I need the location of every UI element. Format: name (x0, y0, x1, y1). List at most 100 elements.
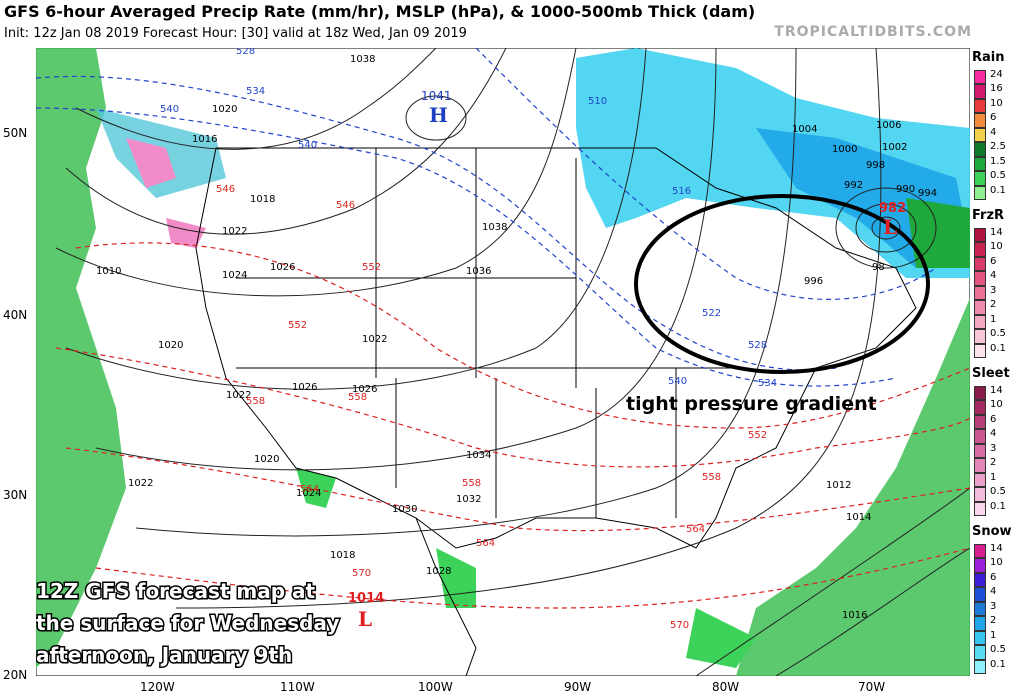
thickness-warm (55, 242, 971, 609)
lon-label: 110W (280, 680, 315, 694)
isobar-label: 1024 (222, 270, 247, 281)
legend-color-swatch (974, 300, 986, 315)
isobar-label: 996 (804, 276, 823, 287)
isobar-label: 1016 (192, 134, 217, 145)
thickness-label: 552 (748, 430, 767, 441)
legend-tick-label: 16 (990, 83, 1003, 95)
legend-color-swatch (974, 645, 986, 660)
legend-color-swatch (974, 171, 986, 186)
legend-tick-label: 1 (990, 313, 997, 325)
legend-color-swatch (974, 113, 986, 128)
legend-tick-label: 3 (990, 284, 997, 296)
isobar-label: 1006 (876, 120, 901, 131)
legend-color-swatch (974, 544, 986, 559)
isobar-label: 1022 (362, 334, 387, 345)
legend-color-swatch (974, 501, 986, 516)
legend-color-swatch (974, 98, 986, 114)
low-pressure-value: 982 (879, 201, 906, 216)
thickness-label: 546 (216, 184, 235, 195)
thickness-label: 540 (160, 104, 179, 115)
isobar-label: 1002 (882, 142, 907, 153)
legend-tick-label: 14 (990, 543, 1003, 554)
isobars (55, 47, 971, 677)
legend-color-swatch (974, 70, 986, 85)
legend-tick-label: 1 (990, 471, 997, 483)
lon-label: 100W (418, 680, 453, 694)
legend-color-swatch (974, 414, 986, 430)
legend-color-swatch (974, 443, 986, 459)
legend-tick-label: 14 (990, 385, 1003, 396)
thickness-label: 552 (288, 320, 307, 331)
legend-color-swatch (974, 329, 986, 344)
legend-tick-label: 10 (990, 97, 1003, 109)
thickness-label: 564 (476, 538, 495, 549)
legend-tick-label: 3 (990, 600, 997, 612)
map-subtitle: Init: 12z Jan 08 2019 Forecast Hour: [30… (4, 26, 467, 41)
thickness-label: 510 (588, 96, 607, 107)
lon-label: 120W (140, 680, 175, 694)
high-pressure-value: 1041 (421, 89, 452, 103)
legend-tick-label: 0.5 (990, 328, 1006, 340)
low-pressure-symbol: L (883, 215, 897, 239)
legend-tick-label: 6 (990, 112, 997, 124)
legend-tick-label: 0.5 (990, 170, 1006, 182)
isobar-label: 1038 (482, 222, 507, 233)
isobar-label: 1010 (96, 266, 121, 277)
caption-line: the surface for Wednesday (36, 611, 339, 635)
isobar-label: 1038 (350, 54, 375, 65)
legend-color-swatch (974, 185, 986, 200)
isobar-label: 98 (872, 262, 885, 273)
map-canvas: 1041 H 982 L 1014 L 1038 1038 1036 1034 … (35, 46, 971, 677)
caption-line: afternoon, January 9th (36, 643, 292, 667)
precip-legend: Rain 24 16 10 6 4 2.5 1.5 0.5 0.1 FrzR 14 10 6 4 3 2 1 0.5… (972, 48, 1024, 678)
legend-color-swatch (974, 572, 986, 588)
legend-color-swatch (974, 630, 986, 646)
thickness-label: 546 (336, 200, 355, 211)
thickness-label: 558 (462, 478, 481, 489)
low-pressure-symbol: L (358, 607, 372, 631)
legend-tick-label: 0.5 (990, 644, 1006, 656)
legend-tick-label: 24 (990, 69, 1003, 80)
legend-tick-label: 4 (990, 428, 997, 440)
legend-color-swatch (974, 242, 986, 257)
isobar-label: 1020 (254, 454, 279, 465)
legend-color-swatch (974, 659, 986, 674)
isobar-label: 1000 (832, 144, 857, 155)
thickness-label: 552 (362, 262, 381, 273)
isobar-label: 1012 (826, 480, 851, 491)
legend-color-swatch (974, 343, 986, 358)
legend-color-swatch (974, 616, 986, 631)
isobar-label: 1026 (352, 384, 377, 395)
thickness-label: 570 (352, 568, 371, 579)
thickness-label: 570 (670, 620, 689, 631)
legend-color-swatch (974, 127, 986, 143)
legend-tick-label: 6 (990, 413, 997, 425)
legend-color-swatch (974, 400, 986, 415)
thickness-label: 558 (348, 392, 367, 403)
pressure-centers: 1041 H 982 L 1014 L (348, 89, 906, 631)
legend-color-swatch (974, 228, 986, 243)
isobar-label: 990 (896, 184, 915, 195)
isobar-label: 1022 (226, 390, 251, 401)
thickness-cold (35, 47, 937, 387)
lon-label: 70W (858, 680, 886, 694)
isobar-label: 1024 (296, 488, 321, 499)
lon-label: 90W (564, 680, 592, 694)
thickness-label: 516 (672, 186, 691, 197)
isobar-label: 1004 (792, 124, 817, 135)
weather-map: 1041 H 982 L 1014 L 1038 1038 1036 1034 … (35, 46, 971, 677)
legend-tick-label: 6 (990, 255, 997, 267)
legend-color-swatch (974, 271, 986, 286)
legend-tick-label: 3 (990, 442, 997, 454)
brand-watermark: TROPICALTIDBITS.COM (774, 24, 972, 40)
lat-label: 30N (3, 488, 28, 502)
legend-tick-label: 14 (990, 227, 1003, 238)
annotation-text: tight pressure gradient (626, 393, 877, 415)
legend-color-swatch (974, 84, 986, 99)
legend-tick-label: 0.1 (990, 342, 1006, 354)
isobar-label: 1032 (456, 494, 481, 505)
legend-color-swatch (974, 429, 986, 444)
thickness-label: 534 (246, 86, 265, 97)
low-pressure-value: 1014 (348, 591, 384, 606)
legend-tick-label: 0.5 (990, 486, 1006, 498)
